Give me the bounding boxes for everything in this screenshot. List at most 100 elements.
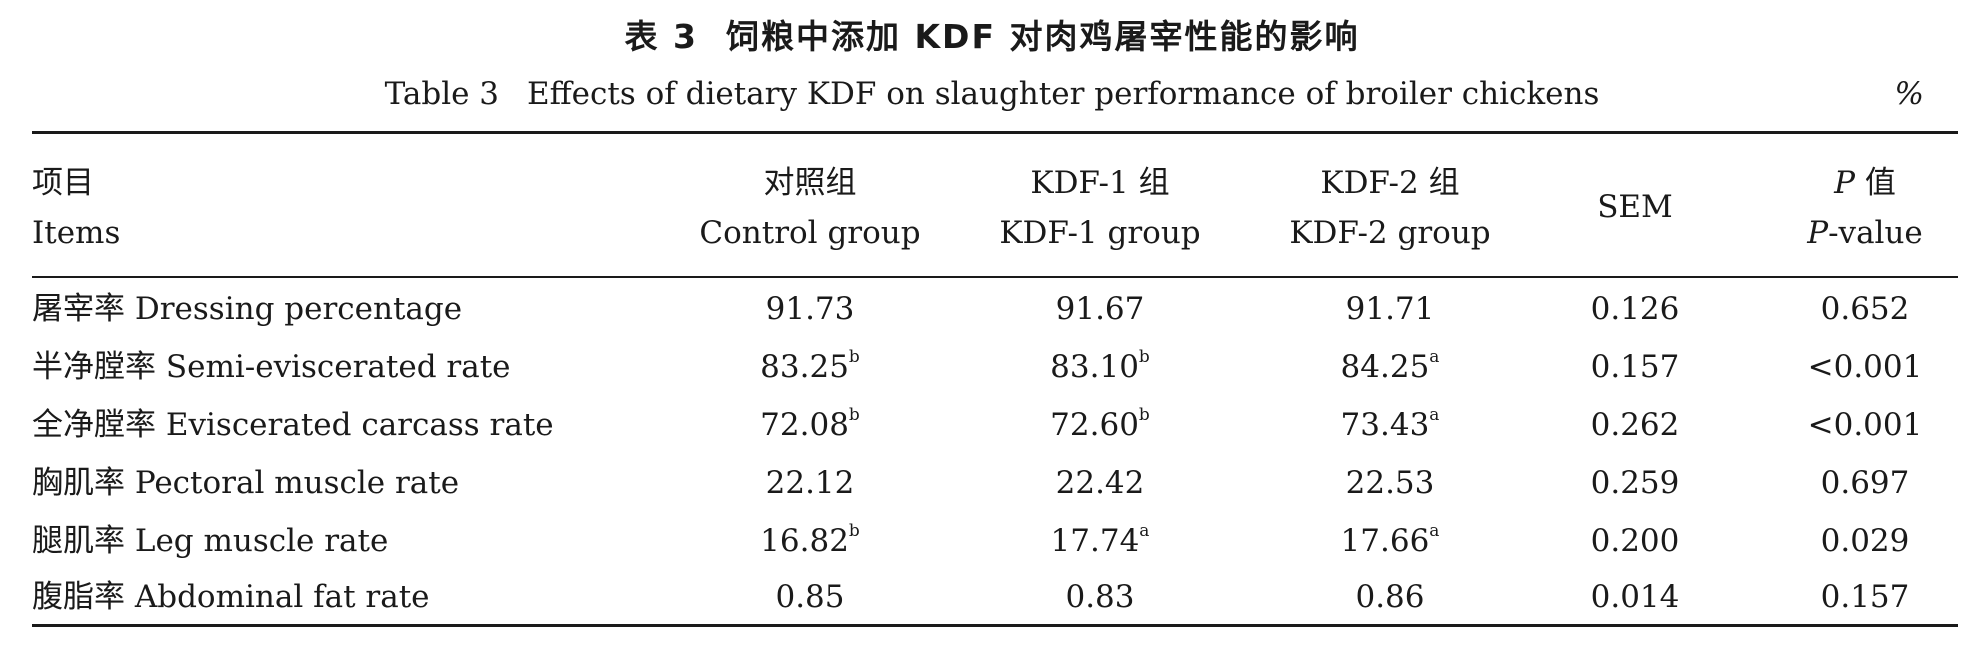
cell-kdf1: 72.60b [980,396,1220,454]
cell-value: 22.12 [765,465,855,501]
header-p-cn: P 值 [1750,158,1980,208]
header-items: 项目 Items [32,158,120,258]
significance-superscript: a [1139,520,1150,541]
row-item-cn: 腿肌率 [32,523,125,559]
table-title-en: Effects of dietary KDF on slaughter perf… [527,76,1600,112]
cell-value: 72.60 [1050,407,1139,443]
cell-kdf1: 22.42 [980,454,1220,512]
cell-p-value: 0.157 [1820,579,1910,615]
cell-value: 0.85 [775,579,845,615]
cell-value: 17.66 [1340,523,1430,559]
row-item-en: Semi-eviscerated rate [165,349,511,385]
header-kdf1: KDF-1 组 KDF-1 group [980,158,1220,258]
row-item-cn: 全净膛率 [32,407,156,443]
p-suffix-cn: 值 [1864,165,1896,201]
cell-kdf1: 91.67 [980,280,1220,338]
significance-superscript: a [1429,404,1440,425]
row-item-cn: 胸肌率 [32,465,125,501]
significance-superscript: b [1138,346,1150,367]
row-item-label: 腿肌率 Leg muscle rate [32,512,388,570]
table-caption-en: Table 3 Effects of dietary KDF on slaught… [0,76,1984,112]
significance-superscript: b [848,346,860,367]
cell-kdf2: 17.66a [1270,512,1510,570]
p-suffix-en: -value [1828,215,1923,251]
row-item-label: 腹脂率 Abdominal fat rate [32,568,430,626]
cell-value: 91.73 [765,291,855,327]
table-number-cn: 表 3 [624,17,698,56]
cell-sem: 0.259 [1590,465,1680,501]
row-item-en: Dressing percentage [134,291,463,327]
table-row: 胸肌率 Pectoral muscle rate 22.12 22.42 22.… [0,454,1984,512]
p-letter: P [1834,165,1855,201]
cell-value: 22.42 [1055,465,1145,501]
row-item-label: 屠宰率 Dressing percentage [32,280,462,338]
cell-value: 0.83 [1065,579,1135,615]
table-caption-cn: 表 3 饲粮中添加 KDF 对肉鸡屠宰性能的影响 [0,10,1984,58]
table-number-en: Table 3 [384,76,500,112]
header-p-en: P-value [1750,208,1980,258]
cell-kdf2: 73.43a [1270,396,1510,454]
header-sem: SEM [1597,189,1673,225]
cell-control: 16.82b [690,512,930,570]
cell-value: 83.25 [760,349,849,385]
row-item-cn: 腹脂率 [32,579,125,615]
significance-superscript: b [848,520,860,541]
cell-p-value: 0.652 [1820,291,1910,327]
header-control: 对照组 Control group [690,158,930,258]
cell-control: 0.85 [690,568,930,626]
header-kdf1-en: KDF-1 group [999,215,1201,251]
cell-kdf2: 22.53 [1270,454,1510,512]
row-item-label: 胸肌率 Pectoral muscle rate [32,454,459,512]
cell-p-value: 0.697 [1820,465,1910,501]
cell-kdf1: 17.74a [980,512,1220,570]
cell-control: 72.08b [690,396,930,454]
cell-value: 17.74 [1050,523,1140,559]
cell-p-value: 0.029 [1820,523,1910,559]
cell-sem: 0.200 [1590,523,1680,559]
cell-value: 22.53 [1345,465,1435,501]
header-items-cn: 项目 [32,165,94,201]
top-rule [32,131,1958,134]
cell-value: 91.71 [1345,291,1435,327]
row-item-en: Eviscerated carcass rate [165,407,554,443]
cell-sem: 0.014 [1590,579,1680,615]
significance-superscript: b [848,404,860,425]
cell-value: 73.43 [1340,407,1430,443]
bottom-rule [32,624,1958,627]
header-kdf1-cn: KDF-1 组 [1030,165,1170,201]
row-item-cn: 屠宰率 [32,291,125,327]
cell-control: 83.25b [690,338,930,396]
cell-p-value: <0.001 [1807,349,1923,385]
header-p-value: P 值 P-value [1750,158,1980,258]
table-row: 腿肌率 Leg muscle rate 16.82b 17.74a 17.66a… [0,512,1984,570]
cell-kdf1: 0.83 [980,568,1220,626]
cell-p-value: <0.001 [1807,407,1923,443]
cell-kdf2: 0.86 [1270,568,1510,626]
table-row: 全净膛率 Eviscerated carcass rate 72.08b 72.… [0,396,1984,454]
cell-value: 16.82 [760,523,849,559]
cell-kdf2: 91.71 [1270,280,1510,338]
row-item-cn: 半净膛率 [32,349,156,385]
significance-superscript: a [1429,346,1440,367]
row-item-label: 全净膛率 Eviscerated carcass rate [32,396,554,454]
cell-sem: 0.157 [1590,349,1680,385]
cell-value: 0.86 [1355,579,1425,615]
header-control-cn: 对照组 [763,165,857,201]
significance-superscript: b [1138,404,1150,425]
header-control-en: Control group [699,215,921,251]
table-row: 屠宰率 Dressing percentage 91.73 91.67 91.7… [0,280,1984,338]
cell-sem: 0.262 [1590,407,1680,443]
table-row: 腹脂率 Abdominal fat rate 0.85 0.83 0.86 0.… [0,568,1984,626]
cell-value: 84.25 [1340,349,1430,385]
cell-value: 91.67 [1055,291,1145,327]
cell-control: 91.73 [690,280,930,338]
cell-value: 83.10 [1050,349,1139,385]
header-kdf2-cn: KDF-2 组 [1320,165,1460,201]
row-item-en: Pectoral muscle rate [134,465,460,501]
table-row: 半净膛率 Semi-eviscerated rate 83.25b 83.10b… [0,338,1984,396]
cell-sem: 0.126 [1590,291,1680,327]
header-kdf2: KDF-2 组 KDF-2 group [1270,158,1510,258]
cell-kdf1: 83.10b [980,338,1220,396]
header-rule [32,276,1958,278]
unit-label: % [1894,76,1924,112]
